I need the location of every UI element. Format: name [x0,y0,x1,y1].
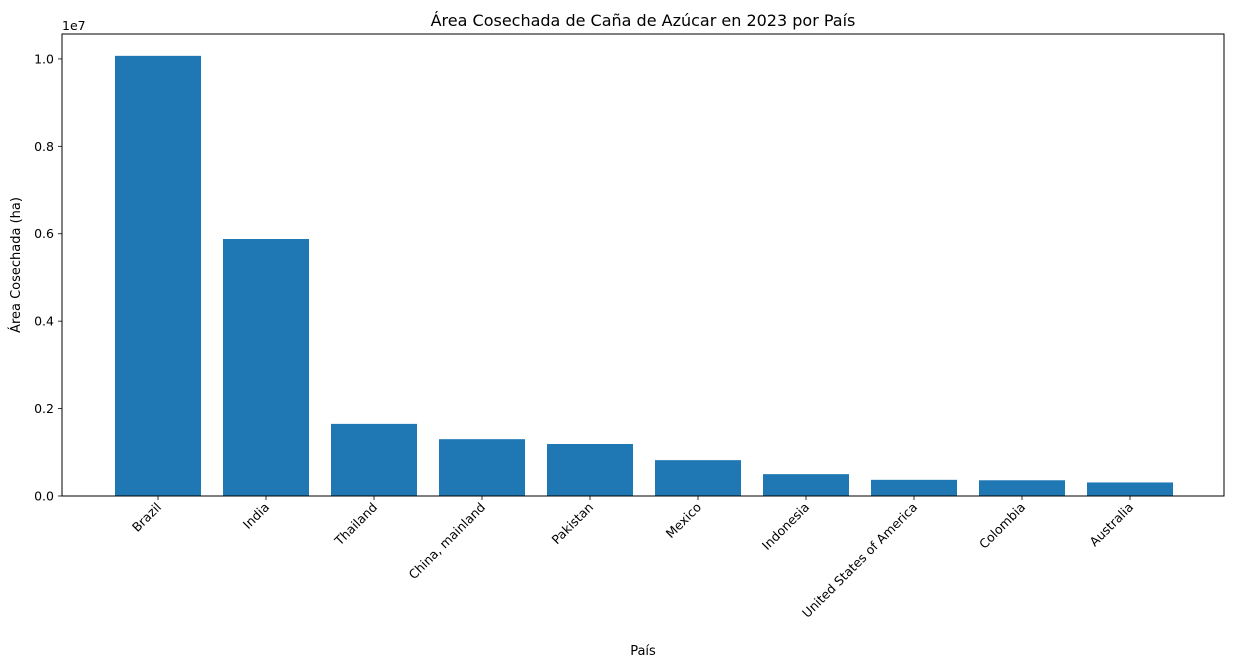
y-tick-label: 0.2 [34,401,54,416]
y-axis-ticks: 0.0 0.2 0.4 0.6 0.8 1.0 [34,51,62,504]
x-tick-label: Australia [1086,500,1136,550]
y-tick-label: 0.6 [34,226,54,241]
x-tick-label: Indonesia [759,500,812,553]
x-tick-label: Brazil [129,500,164,535]
bar-colombia [979,480,1065,496]
bar-china-mainland [439,439,525,496]
y-tick-label: 1.0 [34,51,54,66]
bar-australia [1087,482,1173,496]
plot-frame [61,33,1225,497]
bar-indonesia [763,474,849,496]
x-tick-label: Colombia [976,500,1028,552]
bar-united-states-of-america [871,479,957,496]
x-tick-label: United States of America [799,500,920,621]
bar-india [223,238,309,496]
bars-group [115,55,1173,496]
x-axis-ticks: Brazil India Thailand China, mainland Pakist… [129,496,1136,621]
bar-mexico [655,460,741,496]
x-tick-label: Thailand [331,500,380,549]
chart-title: Área Cosechada de Caña de Azúcar en 2023… [431,11,856,30]
bar-pakistan [547,443,633,496]
x-tick-label: Mexico [663,500,704,541]
x-axis-label: País [630,644,656,659]
y-tick-label: 0.0 [34,489,54,504]
y-axis-offset-label: 1e7 [62,18,86,33]
x-tick-label: Pakistan [549,500,597,548]
y-axis-label: Área Cosechada (ha) [8,197,24,333]
y-tick-label: 0.4 [34,314,54,329]
bar-thailand [331,423,417,496]
x-tick-label: China, mainland [405,500,488,583]
y-tick-label: 0.8 [34,139,54,154]
x-tick-label: India [240,500,272,532]
bar-brazil [115,55,201,496]
